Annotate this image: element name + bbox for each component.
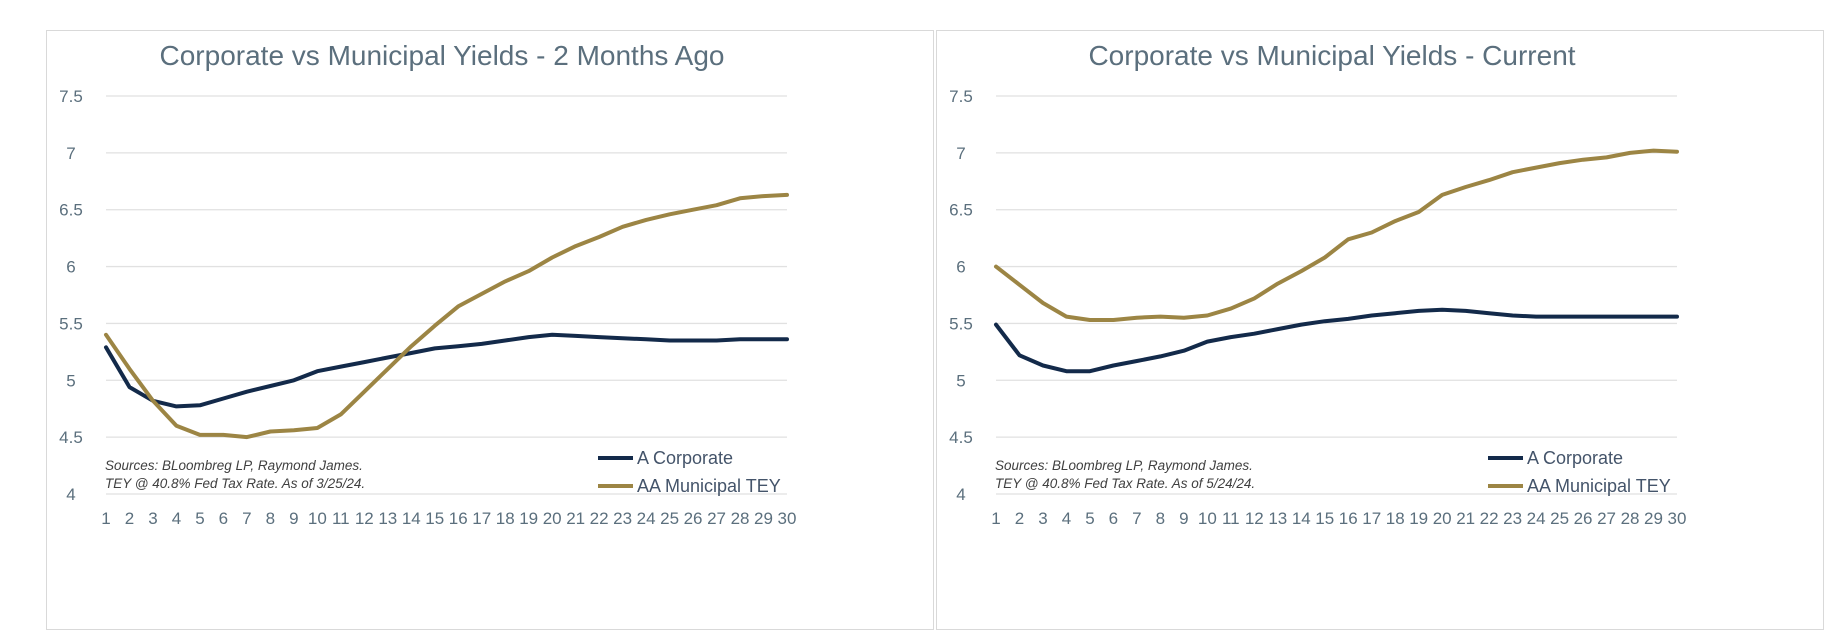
x-tick-label: 20: [543, 509, 562, 528]
x-tick-label: 12: [355, 509, 374, 528]
x-tick-label: 25: [660, 509, 679, 528]
x-tick-label: 29: [754, 509, 773, 528]
x-tick-label: 15: [425, 509, 444, 528]
x-tick-label: 19: [1409, 509, 1428, 528]
x-tick-label: 3: [1038, 509, 1047, 528]
y-tick-label: 5: [956, 371, 965, 390]
x-tick-label: 14: [402, 509, 421, 528]
series-line-aa-municipal-tey: [994, 148, 1679, 322]
yield-chart-left: Corporate vs Municipal Yields - 2 Months…: [59, 40, 797, 528]
legend-label: AA Municipal TEY: [1527, 476, 1671, 496]
y-tick-label: 7.5: [59, 87, 83, 106]
x-tick-label: 13: [378, 509, 397, 528]
x-tick-label: 5: [195, 509, 204, 528]
x-tick-label: 14: [1292, 509, 1311, 528]
x-tick-label: 3: [148, 509, 157, 528]
chart-panel-right: Corporate vs Municipal Yields - Current 4…: [936, 30, 1824, 630]
x-tick-label: 9: [1179, 509, 1188, 528]
y-tick-label: 5.5: [949, 314, 973, 333]
x-tick-label: 22: [1480, 509, 1499, 528]
x-tick-label: 20: [1433, 509, 1452, 528]
x-tick-label: 24: [637, 509, 656, 528]
source-note: TEY @ 40.8% Fed Tax Rate. As of 3/25/24.: [105, 476, 365, 491]
source-note: TEY @ 40.8% Fed Tax Rate. As of 5/24/24.: [995, 476, 1255, 491]
y-tick-label: 7: [66, 144, 75, 163]
x-tick-label: 17: [1362, 509, 1381, 528]
x-tick-label: 26: [1574, 509, 1593, 528]
yield-chart-right: Corporate vs Municipal Yields - Current 4…: [949, 40, 1687, 528]
x-tick-label: 27: [1597, 509, 1616, 528]
chart-title: Corporate vs Municipal Yields - 2 Months…: [160, 40, 725, 71]
y-tick-label: 6.5: [949, 201, 973, 220]
y-tick-label: 6: [956, 258, 965, 277]
series-line-a-corporate: [104, 332, 789, 409]
x-tick-label: 23: [613, 509, 632, 528]
x-tick-label: 17: [472, 509, 491, 528]
x-tick-label: 30: [778, 509, 797, 528]
x-tick-label: 28: [1621, 509, 1640, 528]
x-tick-label: 27: [707, 509, 726, 528]
y-tick-label: 6: [66, 258, 75, 277]
x-tick-label: 2: [125, 509, 134, 528]
x-tick-label: 1: [101, 509, 110, 528]
x-tick-label: 8: [266, 509, 275, 528]
x-tick-label: 9: [289, 509, 298, 528]
x-tick-label: 22: [590, 509, 609, 528]
x-tick-label: 23: [1503, 509, 1522, 528]
x-tick-label: 10: [1198, 509, 1217, 528]
x-tick-label: 25: [1550, 509, 1569, 528]
legend-label: A Corporate: [1527, 448, 1623, 468]
x-tick-label: 30: [1668, 509, 1687, 528]
y-tick-label: 7.5: [949, 87, 973, 106]
x-tick-label: 13: [1268, 509, 1287, 528]
x-tick-label: 18: [1386, 509, 1405, 528]
source-note: Sources: BLoombreg LP, Raymond James.: [105, 458, 363, 473]
x-tick-label: 21: [1456, 509, 1475, 528]
y-tick-label: 4.5: [59, 428, 83, 447]
chart-title: Corporate vs Municipal Yields - Current: [1088, 40, 1575, 71]
x-tick-label: 6: [219, 509, 228, 528]
y-tick-label: 4.5: [949, 428, 973, 447]
x-tick-label: 28: [731, 509, 750, 528]
series-line-aa-municipal-tey: [104, 192, 789, 440]
x-tick-label: 21: [566, 509, 585, 528]
x-tick-label: 15: [1315, 509, 1334, 528]
x-tick-label: 19: [519, 509, 538, 528]
x-tick-label: 1: [991, 509, 1000, 528]
x-tick-label: 4: [1062, 509, 1071, 528]
y-tick-label: 5.5: [59, 314, 83, 333]
x-tick-label: 24: [1527, 509, 1546, 528]
y-tick-label: 4: [66, 485, 75, 504]
x-tick-label: 11: [332, 509, 350, 528]
legend-label: AA Municipal TEY: [637, 476, 781, 496]
x-tick-label: 2: [1015, 509, 1024, 528]
x-tick-label: 16: [449, 509, 468, 528]
x-tick-label: 7: [242, 509, 251, 528]
x-tick-label: 26: [684, 509, 703, 528]
source-note: Sources: BLoombreg LP, Raymond James.: [995, 458, 1253, 473]
x-tick-label: 11: [1222, 509, 1240, 528]
x-tick-label: 10: [308, 509, 327, 528]
y-tick-label: 7: [956, 144, 965, 163]
x-tick-label: 18: [496, 509, 515, 528]
y-tick-label: 4: [956, 485, 965, 504]
x-tick-label: 16: [1339, 509, 1358, 528]
series-line-a-corporate: [994, 307, 1679, 374]
chart-panel-left: Corporate vs Municipal Yields - 2 Months…: [46, 30, 934, 630]
x-tick-label: 5: [1085, 509, 1094, 528]
y-tick-label: 6.5: [59, 201, 83, 220]
x-tick-label: 6: [1109, 509, 1118, 528]
x-tick-label: 8: [1156, 509, 1165, 528]
legend-label: A Corporate: [637, 448, 733, 468]
x-tick-label: 29: [1644, 509, 1663, 528]
x-tick-label: 12: [1245, 509, 1264, 528]
x-tick-label: 4: [172, 509, 181, 528]
x-tick-label: 7: [1132, 509, 1141, 528]
y-tick-label: 5: [66, 371, 75, 390]
